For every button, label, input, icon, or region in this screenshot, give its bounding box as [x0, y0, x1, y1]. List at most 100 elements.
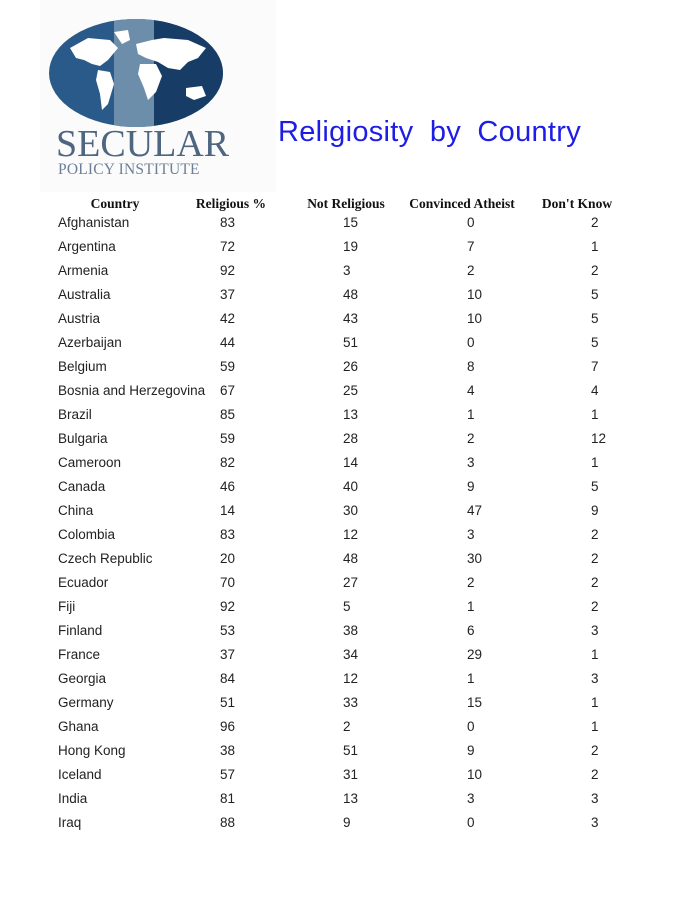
table-row: Iceland 57 31 10 2 [0, 767, 696, 791]
table-row: Finland 53 38 6 3 [0, 623, 696, 647]
cell-dont-know: 9 [591, 503, 599, 518]
cell-country: Germany [58, 695, 114, 710]
cell-not-religious: 31 [343, 767, 359, 782]
cell-country: Colombia [58, 527, 116, 542]
cell-dont-know: 5 [591, 287, 599, 302]
cell-country: Australia [58, 287, 111, 302]
table-row: Azerbaijan 44 51 0 5 [0, 335, 696, 359]
cell-religious: 42 [220, 311, 236, 326]
cell-religious: 85 [220, 407, 236, 422]
cell-dont-know: 5 [591, 335, 599, 350]
cell-not-religious: 19 [343, 239, 359, 254]
table-row: Bosnia and Herzegovina 67 25 4 4 [0, 383, 696, 407]
table-row: India 81 13 3 3 [0, 791, 696, 815]
cell-religious: 37 [220, 647, 236, 662]
cell-religious: 81 [220, 791, 236, 806]
cell-religious: 72 [220, 239, 236, 254]
cell-religious: 37 [220, 287, 236, 302]
cell-not-religious: 43 [343, 311, 359, 326]
cell-religious: 46 [220, 479, 236, 494]
cell-dont-know: 5 [591, 479, 599, 494]
cell-not-religious: 30 [343, 503, 359, 518]
cell-religious: 92 [220, 599, 236, 614]
cell-dont-know: 2 [591, 215, 599, 230]
cell-convinced-atheist: 9 [467, 479, 475, 494]
cell-dont-know: 3 [591, 791, 599, 806]
table-row: Ghana 96 2 0 1 [0, 719, 696, 743]
cell-religious: 84 [220, 671, 236, 686]
cell-not-religious: 38 [343, 623, 359, 638]
cell-not-religious: 40 [343, 479, 359, 494]
cell-not-religious: 9 [343, 815, 351, 830]
table-row: France 37 34 29 1 [0, 647, 696, 671]
cell-country: Armenia [58, 263, 109, 278]
cell-convinced-atheist: 9 [467, 743, 475, 758]
cell-convinced-atheist: 0 [467, 815, 475, 830]
cell-not-religious: 25 [343, 383, 359, 398]
cell-not-religious: 5 [343, 599, 351, 614]
cell-country: Austria [58, 311, 101, 326]
table-row: Armenia 92 3 2 2 [0, 263, 696, 287]
cell-convinced-atheist: 15 [467, 695, 483, 710]
cell-country: Canada [58, 479, 106, 494]
cell-not-religious: 26 [343, 359, 359, 374]
cell-religious: 59 [220, 359, 236, 374]
cell-religious: 67 [220, 383, 236, 398]
cell-country: France [58, 647, 101, 662]
cell-not-religious: 13 [343, 407, 359, 422]
cell-not-religious: 13 [343, 791, 359, 806]
cell-not-religious: 34 [343, 647, 359, 662]
header-country: Country [90, 196, 140, 211]
table-row: Georgia 84 12 1 3 [0, 671, 696, 695]
cell-dont-know: 2 [591, 527, 599, 542]
cell-convinced-atheist: 6 [467, 623, 475, 638]
table-row: Ecuador 70 27 2 2 [0, 575, 696, 599]
header-convinced-atheist: Convinced Atheist [409, 196, 515, 211]
cell-dont-know: 1 [591, 647, 599, 662]
cell-religious: 14 [220, 503, 236, 518]
cell-not-religious: 14 [343, 455, 359, 470]
page-title: Religiosity by Country [278, 116, 582, 148]
cell-not-religious: 15 [343, 215, 359, 230]
cell-dont-know: 3 [591, 815, 599, 830]
cell-country: Argentina [58, 239, 116, 254]
header-not-religious: Not Religious [307, 196, 385, 211]
cell-not-religious: 12 [343, 527, 359, 542]
cell-dont-know: 5 [591, 311, 599, 326]
cell-religious: 82 [220, 455, 236, 470]
cell-religious: 53 [220, 623, 236, 638]
cell-convinced-atheist: 0 [467, 335, 475, 350]
cell-dont-know: 1 [591, 455, 599, 470]
cell-dont-know: 2 [591, 743, 599, 758]
cell-religious: 83 [220, 215, 236, 230]
cell-convinced-atheist: 0 [467, 719, 475, 734]
cell-religious: 83 [220, 527, 236, 542]
cell-not-religious: 3 [343, 263, 351, 278]
secular-policy-institute-logo: SECULAR POLICY INSTITUTE [40, 0, 276, 192]
cell-dont-know: 4 [591, 383, 599, 398]
table-row: Australia 37 48 10 5 [0, 287, 696, 311]
cell-dont-know: 1 [591, 695, 599, 710]
cell-country: Bosnia and Herzegovina [58, 383, 206, 398]
cell-not-religious: 48 [343, 287, 359, 302]
cell-convinced-atheist: 8 [467, 359, 475, 374]
cell-religious: 70 [220, 575, 236, 590]
cell-dont-know: 2 [591, 551, 599, 566]
cell-dont-know: 3 [591, 623, 599, 638]
cell-religious: 92 [220, 263, 236, 278]
cell-country: Ecuador [58, 575, 109, 590]
cell-convinced-atheist: 2 [467, 263, 475, 278]
table-row: Austria 42 43 10 5 [0, 311, 696, 335]
cell-dont-know: 2 [591, 575, 599, 590]
table-row: Fiji 92 5 1 2 [0, 599, 696, 623]
cell-country: Brazil [58, 407, 92, 422]
cell-convinced-atheist: 47 [467, 503, 483, 518]
cell-religious: 38 [220, 743, 236, 758]
cell-country: Ghana [58, 719, 99, 734]
cell-dont-know: 2 [591, 263, 599, 278]
cell-convinced-atheist: 1 [467, 599, 475, 614]
header-religious: Religious % [195, 196, 267, 211]
table-row: China 14 30 47 9 [0, 503, 696, 527]
cell-country: Azerbaijan [58, 335, 122, 350]
table-row: Cameroon 82 14 3 1 [0, 455, 696, 479]
